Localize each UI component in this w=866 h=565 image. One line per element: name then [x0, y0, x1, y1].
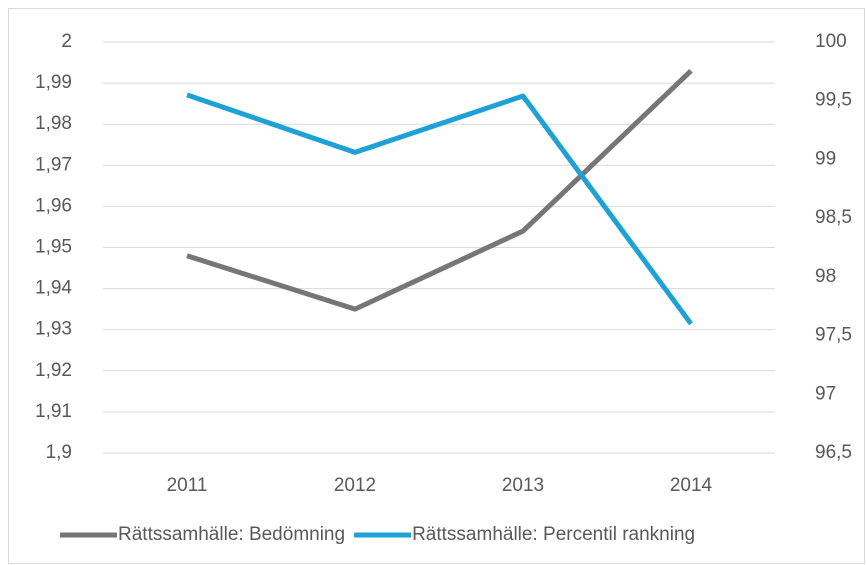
chart-border [8, 8, 865, 564]
x-tick-label: 2014 [670, 475, 713, 496]
y2-tick-label: 99 [815, 148, 836, 169]
y2-tick-label: 97 [815, 383, 836, 404]
legend-label: Rättssamhälle: Percentil rankning [412, 524, 695, 545]
y2-tick-label: 96,5 [815, 442, 852, 463]
x-tick-label: 2011 [167, 475, 208, 496]
y-tick-label: 1,92 [35, 360, 72, 381]
series-line [186, 92, 694, 326]
y2-tick-label: 99,5 [815, 90, 852, 111]
y-tick-label: 1,97 [35, 154, 72, 175]
y-tick-label: 1,99 [35, 72, 72, 93]
legend-label: Rättssamhälle: Bedömning [118, 524, 345, 545]
y2-tick-label: 98,5 [815, 207, 852, 228]
y-tick-label: 1,91 [35, 401, 72, 422]
y-tick-label: 1,93 [35, 319, 72, 340]
y-tick-label: 1,98 [35, 113, 72, 134]
y-tick-label: 1,9 [46, 442, 72, 463]
y-tick-label: 2 [61, 31, 72, 52]
x-tick-label: 2013 [502, 475, 544, 496]
x-tick-label: 2012 [334, 475, 376, 496]
y-tick-label: 1,94 [35, 278, 72, 299]
y2-tick-label: 97,5 [815, 325, 852, 346]
series-line [186, 68, 693, 312]
y2-tick-label: 100 [815, 31, 847, 52]
y-tick-label: 1,95 [35, 237, 72, 258]
y2-tick-label: 98 [815, 266, 836, 287]
y-tick-label: 1,96 [35, 195, 72, 216]
